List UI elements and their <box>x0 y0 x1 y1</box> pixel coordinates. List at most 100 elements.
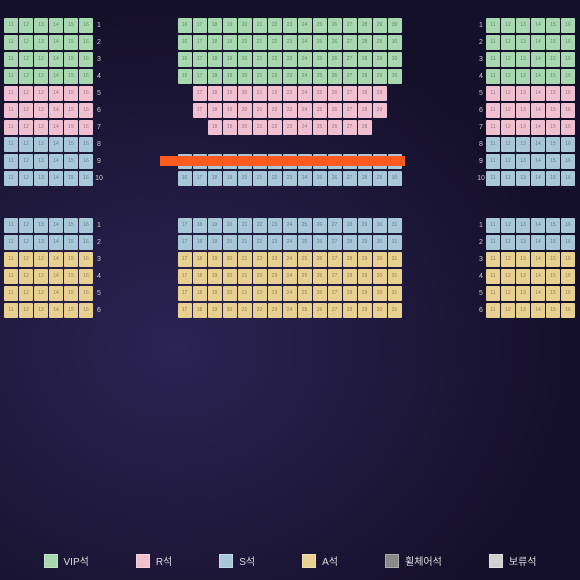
seat[interactable]: 12 <box>19 52 33 67</box>
seat[interactable]: 27 <box>343 69 357 84</box>
seat[interactable]: 12 <box>19 120 33 135</box>
seat[interactable]: 18 <box>208 171 222 186</box>
seat[interactable]: 28 <box>343 303 357 318</box>
seat[interactable]: 22 <box>253 235 267 250</box>
seat[interactable]: 14 <box>49 252 63 267</box>
seat[interactable]: 20 <box>223 269 237 284</box>
seat[interactable]: 17 <box>193 86 207 101</box>
seat[interactable]: 27 <box>328 252 342 267</box>
seat[interactable]: 13 <box>34 171 48 186</box>
seat[interactable]: 30 <box>373 235 387 250</box>
seat[interactable]: 13 <box>516 120 530 135</box>
seat[interactable]: 19 <box>223 18 237 33</box>
seat[interactable]: 25 <box>313 86 327 101</box>
seat[interactable]: 16 <box>79 120 93 135</box>
seat[interactable]: 25 <box>313 18 327 33</box>
seat[interactable]: 25 <box>298 269 312 284</box>
seat[interactable]: 25 <box>298 235 312 250</box>
seat[interactable]: 15 <box>64 18 78 33</box>
seat[interactable]: 13 <box>34 137 48 152</box>
seat[interactable]: 16 <box>79 286 93 301</box>
seat[interactable]: 14 <box>531 235 545 250</box>
seat[interactable]: 31 <box>388 286 402 301</box>
seat[interactable]: 13 <box>34 69 48 84</box>
seat[interactable]: 12 <box>501 303 515 318</box>
seat[interactable]: 16 <box>561 252 575 267</box>
seat[interactable]: 17 <box>178 218 192 233</box>
seat[interactable]: 14 <box>531 35 545 50</box>
seat[interactable]: 13 <box>516 218 530 233</box>
seat[interactable]: 13 <box>34 18 48 33</box>
seat[interactable]: 27 <box>343 35 357 50</box>
seat[interactable]: 18 <box>208 86 222 101</box>
seat[interactable]: 27 <box>328 269 342 284</box>
seat[interactable]: 28 <box>343 218 357 233</box>
seat[interactable]: 17 <box>178 269 192 284</box>
seat[interactable]: 19 <box>208 303 222 318</box>
seat[interactable]: 14 <box>49 235 63 250</box>
seat[interactable]: 31 <box>388 252 402 267</box>
seat[interactable]: 19 <box>223 69 237 84</box>
seat[interactable]: 22 <box>268 171 282 186</box>
seat[interactable]: 24 <box>298 86 312 101</box>
seat[interactable]: 21 <box>253 103 267 118</box>
seat[interactable]: 22 <box>253 252 267 267</box>
seat[interactable]: 14 <box>531 154 545 169</box>
seat[interactable]: 12 <box>19 171 33 186</box>
seat[interactable]: 18 <box>193 269 207 284</box>
seat[interactable]: 20 <box>238 120 252 135</box>
seat[interactable]: 15 <box>64 120 78 135</box>
seat[interactable]: 26 <box>328 171 342 186</box>
seat[interactable]: 11 <box>486 103 500 118</box>
seat[interactable]: 11 <box>4 103 18 118</box>
seat[interactable]: 11 <box>486 120 500 135</box>
seat[interactable]: 24 <box>283 252 297 267</box>
seat[interactable]: 27 <box>343 18 357 33</box>
seat[interactable]: 20 <box>238 103 252 118</box>
seat[interactable]: 14 <box>531 171 545 186</box>
seat[interactable]: 11 <box>486 171 500 186</box>
seat[interactable]: 28 <box>343 269 357 284</box>
seat[interactable]: 29 <box>358 252 372 267</box>
seat[interactable]: 21 <box>253 171 267 186</box>
seat[interactable]: 15 <box>64 35 78 50</box>
seat[interactable]: 11 <box>4 286 18 301</box>
seat[interactable]: 13 <box>34 120 48 135</box>
seat[interactable]: 23 <box>283 18 297 33</box>
seat[interactable]: 14 <box>49 269 63 284</box>
seat[interactable]: 27 <box>328 235 342 250</box>
seat[interactable]: 13 <box>34 303 48 318</box>
seat[interactable]: 21 <box>238 269 252 284</box>
seat[interactable]: 27 <box>343 52 357 67</box>
seat[interactable]: 24 <box>298 120 312 135</box>
seat[interactable]: 12 <box>501 86 515 101</box>
seat[interactable]: 12 <box>501 171 515 186</box>
seat[interactable]: 24 <box>283 303 297 318</box>
seat[interactable]: 16 <box>178 69 192 84</box>
seat[interactable]: 24 <box>298 18 312 33</box>
seat[interactable]: 13 <box>516 171 530 186</box>
seat[interactable]: 22 <box>268 18 282 33</box>
seat[interactable]: 20 <box>223 252 237 267</box>
seat[interactable]: 12 <box>501 269 515 284</box>
seat[interactable]: 11 <box>4 137 18 152</box>
seat[interactable]: 16 <box>178 35 192 50</box>
seat[interactable]: 11 <box>486 286 500 301</box>
seat[interactable]: 20 <box>238 52 252 67</box>
seat[interactable]: 18 <box>208 35 222 50</box>
seat[interactable]: 15 <box>64 286 78 301</box>
seat[interactable]: 30 <box>388 35 402 50</box>
seat[interactable]: 16 <box>79 52 93 67</box>
seat[interactable]: 25 <box>313 35 327 50</box>
seat[interactable]: 15 <box>546 52 560 67</box>
seat[interactable]: 15 <box>546 120 560 135</box>
seat[interactable]: 23 <box>268 269 282 284</box>
seat[interactable]: 16 <box>561 235 575 250</box>
seat[interactable]: 25 <box>298 303 312 318</box>
seat[interactable]: 21 <box>238 235 252 250</box>
seat[interactable]: 23 <box>268 252 282 267</box>
seat[interactable]: 15 <box>546 86 560 101</box>
seat[interactable]: 12 <box>19 269 33 284</box>
seat[interactable]: 16 <box>79 269 93 284</box>
seat[interactable]: 28 <box>343 252 357 267</box>
